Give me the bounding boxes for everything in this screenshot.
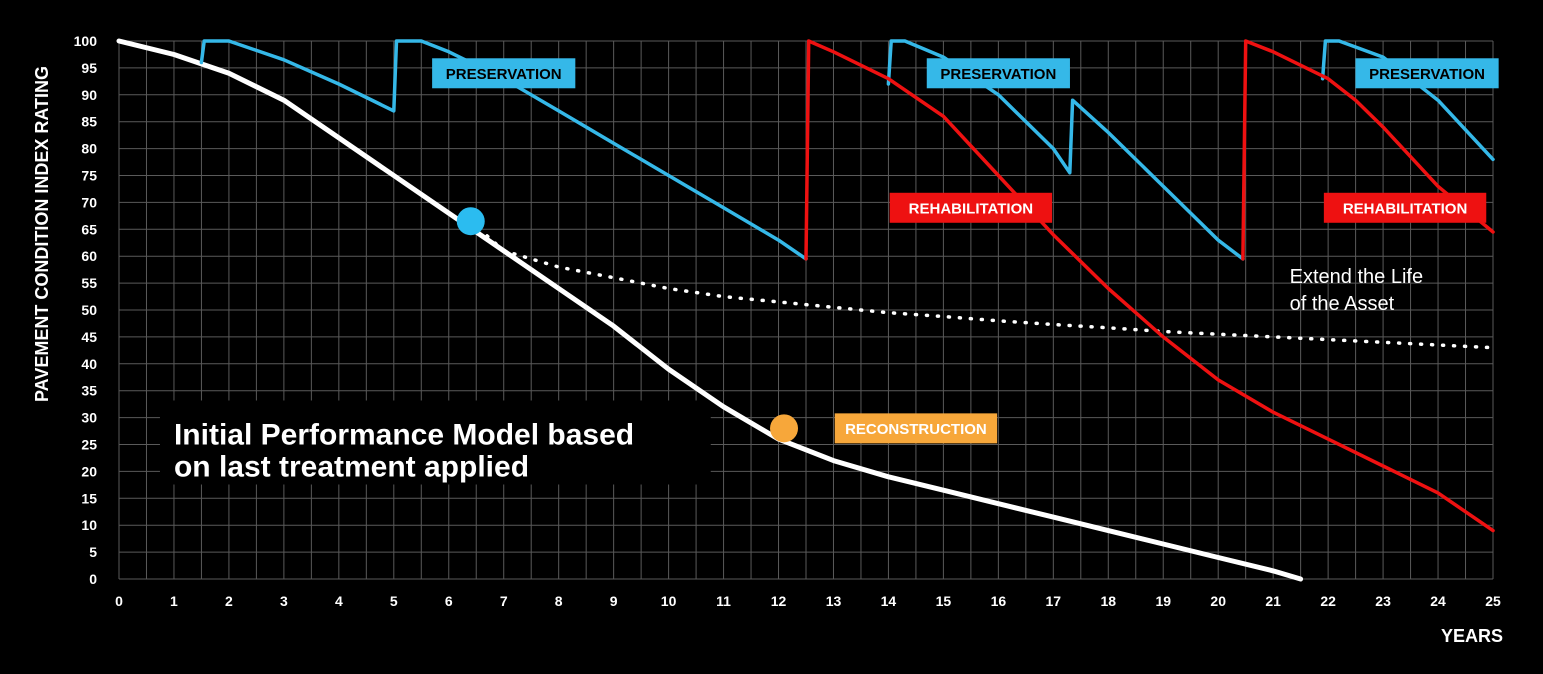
- y-tick-label: 5: [89, 544, 97, 560]
- y-tick-label: 50: [81, 302, 97, 318]
- badge-box: [889, 192, 1053, 223]
- x-tick-label: 8: [555, 593, 563, 609]
- rehabilitation-line: [804, 39, 1495, 533]
- preservation-line: [886, 39, 1245, 261]
- badge-box: [834, 413, 998, 444]
- y-tick-label: 95: [81, 60, 97, 76]
- y-tick-label: 35: [81, 383, 97, 399]
- x-tick-label: 3: [280, 593, 288, 609]
- badge-box: [432, 58, 576, 89]
- x-tick-label: 1: [170, 593, 178, 609]
- treatment-marker: [456, 207, 485, 236]
- x-tick-label: 0: [115, 593, 123, 609]
- x-tick-label: 7: [500, 593, 508, 609]
- x-tick-label: 11: [716, 593, 731, 609]
- badge-box: [1355, 58, 1499, 89]
- y-tick-label: 65: [81, 221, 97, 237]
- x-tick-label: 4: [335, 593, 343, 609]
- y-tick-label: 100: [74, 33, 98, 49]
- note-line: Initial Performance Model based: [174, 419, 634, 452]
- preservation-line: [1320, 39, 1495, 162]
- x-tick-label: 10: [661, 593, 677, 609]
- extended-line: [468, 219, 1495, 350]
- y-tick-label: 85: [81, 114, 97, 130]
- y-tick-label: 70: [81, 194, 97, 210]
- x-tick-label: 19: [1155, 593, 1171, 609]
- x-tick-label: 17: [1046, 593, 1062, 609]
- treatment-badges: PRESERVATION PRESERVATION PRESERVATION REHA…: [432, 58, 1499, 444]
- note-line: on last treatment applied: [174, 451, 529, 484]
- y-tick-label: 10: [81, 517, 97, 533]
- preservation-line: [199, 39, 808, 261]
- badge: RECONSTRUCTION: [834, 413, 998, 444]
- y-tick-label: 45: [81, 329, 97, 345]
- y-axis-title: PAVEMENT CONDITION INDEX RATING: [32, 66, 52, 402]
- x-tick-label: 14: [881, 593, 897, 609]
- treatment-marker: [770, 414, 799, 443]
- rehabilitation-line: [1241, 39, 1495, 261]
- chart-notes: Extend the Life of the Asset Initial Perfo…: [174, 266, 1423, 483]
- badge-box: [1323, 192, 1487, 223]
- x-tick-label: 13: [826, 593, 842, 609]
- badge: REHABILITATION: [889, 192, 1053, 223]
- badge: PRESERVATION: [432, 58, 576, 89]
- note-line: Extend the Life: [1290, 266, 1423, 288]
- x-tick-label: 16: [991, 593, 1007, 609]
- x-tick-label: 5: [390, 593, 398, 609]
- y-tick-label: 30: [81, 410, 97, 426]
- x-tick-label: 25: [1485, 593, 1501, 609]
- y-tick-labels: 0 5 10 15 20 25 30 35 40 45 50 55 60 65 70 75 80 85 90 95 10…: [74, 33, 98, 587]
- x-tick-label: 20: [1210, 593, 1226, 609]
- note-backgrounds: [159, 400, 711, 485]
- y-tick-label: 55: [81, 275, 97, 291]
- badge: PRESERVATION: [926, 58, 1070, 89]
- badge-label: PRESERVATION: [940, 66, 1056, 83]
- x-tick-label: 6: [445, 593, 453, 609]
- y-tick-label: 60: [81, 248, 97, 264]
- note-line: of the Asset: [1290, 293, 1395, 315]
- badge-label: RECONSTRUCTION: [845, 421, 987, 438]
- series-lines: [116, 38, 1495, 582]
- y-tick-label: 0: [89, 571, 97, 587]
- y-tick-label: 75: [81, 168, 97, 184]
- x-tick-label: 24: [1430, 593, 1446, 609]
- initial-line: [116, 38, 1304, 582]
- x-tick-label: 18: [1100, 593, 1116, 609]
- x-tick-labels: 0 1 2 3 4 5 6 7 8 9 10 11 12 13 14 15 16 17 18 19 20 21 22 23 24…: [115, 593, 1501, 609]
- badge-label: PRESERVATION: [446, 66, 562, 83]
- badge-label: REHABILITATION: [909, 200, 1033, 217]
- y-tick-label: 90: [81, 87, 97, 103]
- badge-box: [926, 58, 1070, 89]
- y-tick-label: 40: [81, 356, 97, 372]
- x-tick-label: 12: [771, 593, 787, 609]
- note-background: [159, 400, 711, 485]
- x-axis-title: YEARS: [1441, 626, 1503, 646]
- badge: PRESERVATION: [1355, 58, 1499, 89]
- y-tick-label: 20: [81, 463, 97, 479]
- x-tick-label: 9: [610, 593, 618, 609]
- x-tick-label: 15: [936, 593, 952, 609]
- x-tick-label: 21: [1265, 593, 1281, 609]
- y-tick-label: 25: [81, 437, 97, 453]
- x-tick-label: 22: [1320, 593, 1336, 609]
- x-tick-label: 23: [1375, 593, 1391, 609]
- badge: REHABILITATION: [1323, 192, 1487, 223]
- y-tick-label: 15: [81, 490, 97, 506]
- y-tick-label: 80: [81, 141, 97, 157]
- badge-label: PRESERVATION: [1369, 66, 1485, 83]
- treatment-markers: [456, 207, 799, 443]
- x-tick-label: 2: [225, 593, 233, 609]
- badge-label: REHABILITATION: [1343, 200, 1467, 217]
